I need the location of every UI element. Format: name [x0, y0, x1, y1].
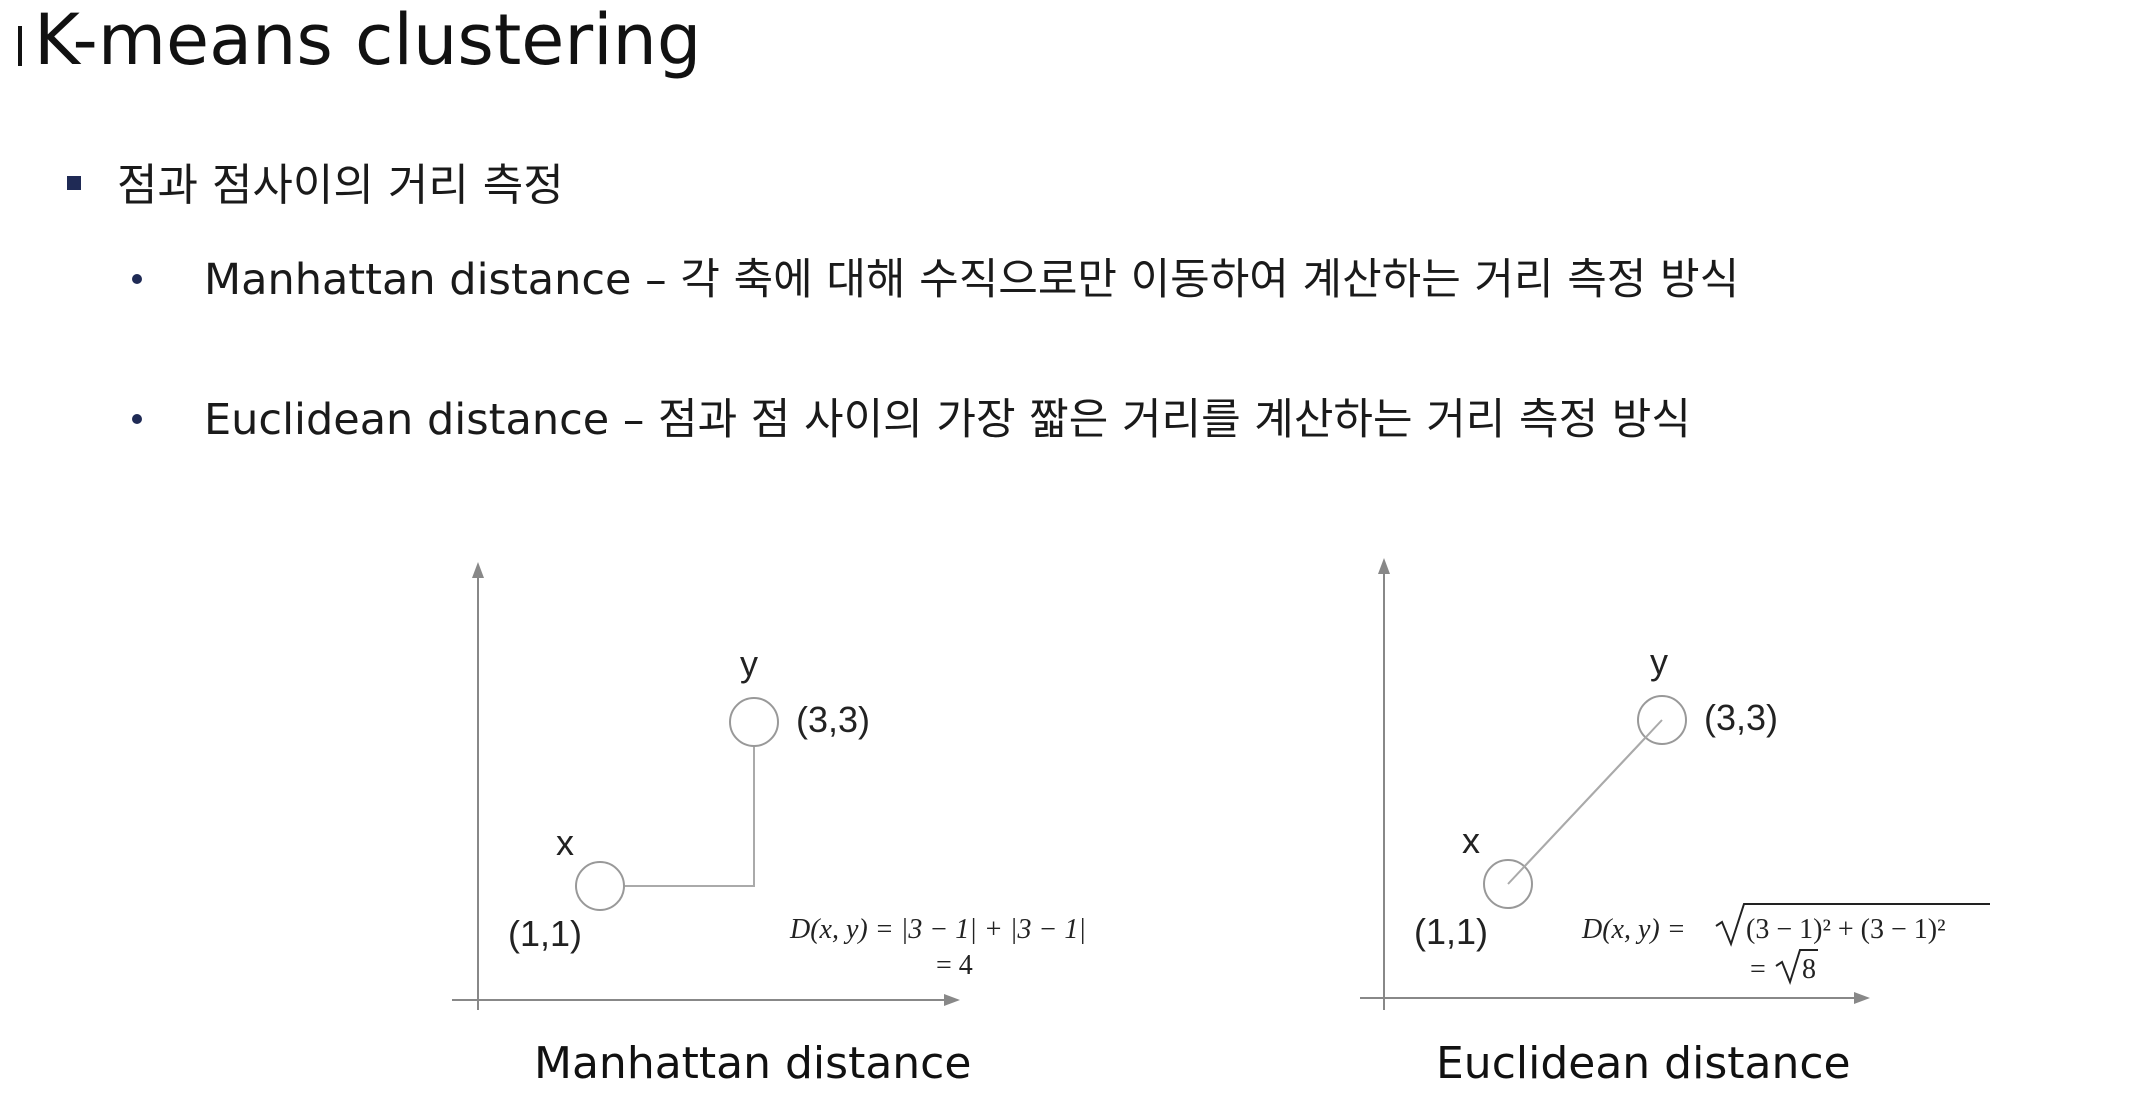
manhattan-point-x-name: x: [556, 822, 574, 863]
manhattan-x-axis-arrow-icon: [944, 994, 960, 1006]
sqrt-sign-small-icon: [1775, 949, 1818, 985]
euclidean-formula-line2-radicand: 8: [1802, 954, 1816, 985]
euclidean-y-axis-arrow-icon: [1378, 558, 1390, 574]
euclidean-point-x-name: x: [1462, 820, 1480, 861]
manhattan-point-x: [575, 861, 625, 911]
manhattan-point-y-coord: (3,3): [796, 699, 870, 740]
euclidean-point-x-coord: (1,1): [1414, 911, 1488, 952]
euclidean-formula-prefix: D(x, y) =: [1581, 914, 1686, 945]
page-title-text: K-means clustering: [34, 0, 702, 81]
euclidean-formula-radicand: (3 − 1)² + (3 − 1)²: [1746, 914, 1945, 945]
euclidean-diagram: x (1,1) y (3,3) D(x, y) = (3 − 1)² + (3 …: [1360, 558, 1990, 1089]
manhattan-point-x-coord: (1,1): [508, 913, 582, 954]
sqrt-sign-icon: [1715, 903, 1990, 947]
euclidean-point-y-name: y: [1650, 641, 1668, 682]
square-bullet-icon: [67, 176, 81, 190]
manhattan-caption: Manhattan distance: [534, 1038, 971, 1089]
manhattan-path: [620, 726, 755, 887]
manhattan-diagram: x (1,1) y (3,3) D(x, y) = |3 − 1| + |3 −…: [452, 562, 1086, 1089]
manhattan-point-y-name: y: [740, 643, 758, 684]
sub-bullet-manhattan: Manhattan distance – 각 축에 대해 수직으로만 이동하여 …: [132, 250, 1739, 310]
sub-bullet-text: Euclidean distance – 점과 점 사이의 가장 짧은 거리를 …: [204, 395, 1691, 445]
manhattan-y-axis-arrow-icon: [472, 562, 484, 578]
page-title: K-means clustering: [18, 2, 701, 78]
euclidean-path-overlay: [1507, 719, 1663, 885]
euclidean-caption: Euclidean distance: [1436, 1038, 1851, 1089]
main-bullet-text: 점과 점사이의 거리 측정: [117, 160, 564, 211]
euclidean-point-y-coord: (3,3): [1704, 697, 1778, 738]
manhattan-point-y: [729, 697, 779, 747]
title-accent-bar: [18, 26, 22, 66]
manhattan-formula-line2: = 4: [936, 950, 973, 981]
euclidean-formula-line2-eq: =: [1750, 954, 1766, 985]
sub-bullet-euclidean: Euclidean distance – 점과 점 사이의 가장 짧은 거리를 …: [132, 390, 1691, 450]
manhattan-formula-line1: D(x, y) = |3 − 1| + |3 − 1|: [789, 914, 1086, 945]
main-bullet: 점과 점사이의 거리 측정: [67, 156, 564, 216]
dot-bullet-icon: [132, 414, 142, 424]
euclidean-x-axis-arrow-icon: [1854, 992, 1870, 1004]
sub-bullet-text: Manhattan distance – 각 축에 대해 수직으로만 이동하여 …: [204, 255, 1740, 305]
dot-bullet-icon: [132, 274, 142, 284]
